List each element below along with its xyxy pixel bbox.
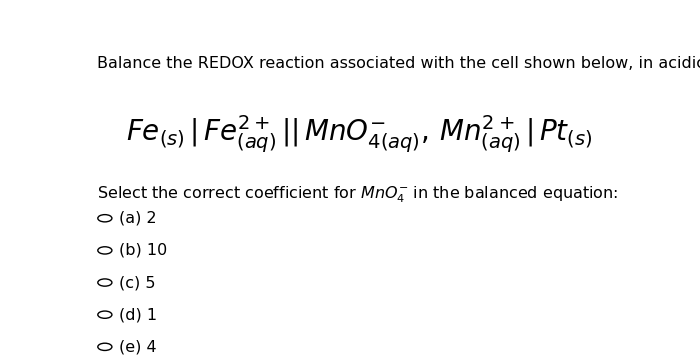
Text: Balance the REDOX reaction associated with the cell shown below, in acidic mediu: Balance the REDOX reaction associated wi… bbox=[97, 56, 700, 71]
Text: (a) 2: (a) 2 bbox=[119, 211, 157, 226]
Text: (e) 4: (e) 4 bbox=[119, 339, 157, 354]
Text: (c) 5: (c) 5 bbox=[119, 275, 155, 290]
Text: (b) 10: (b) 10 bbox=[119, 243, 167, 258]
Text: (d) 1: (d) 1 bbox=[119, 307, 157, 322]
Text: $\mathit{Fe}_{(s)}\,|\,\mathit{Fe}^{2+}_{(aq)}\,||\,\mathit{MnO}^{-}_{4(aq)},\,\: $\mathit{Fe}_{(s)}\,|\,\mathit{Fe}^{2+}_… bbox=[125, 113, 592, 155]
Text: Select the correct coefficient for $\mathit{MnO}^{-}_{4}$ in the balanced equati: Select the correct coefficient for $\mat… bbox=[97, 185, 619, 205]
